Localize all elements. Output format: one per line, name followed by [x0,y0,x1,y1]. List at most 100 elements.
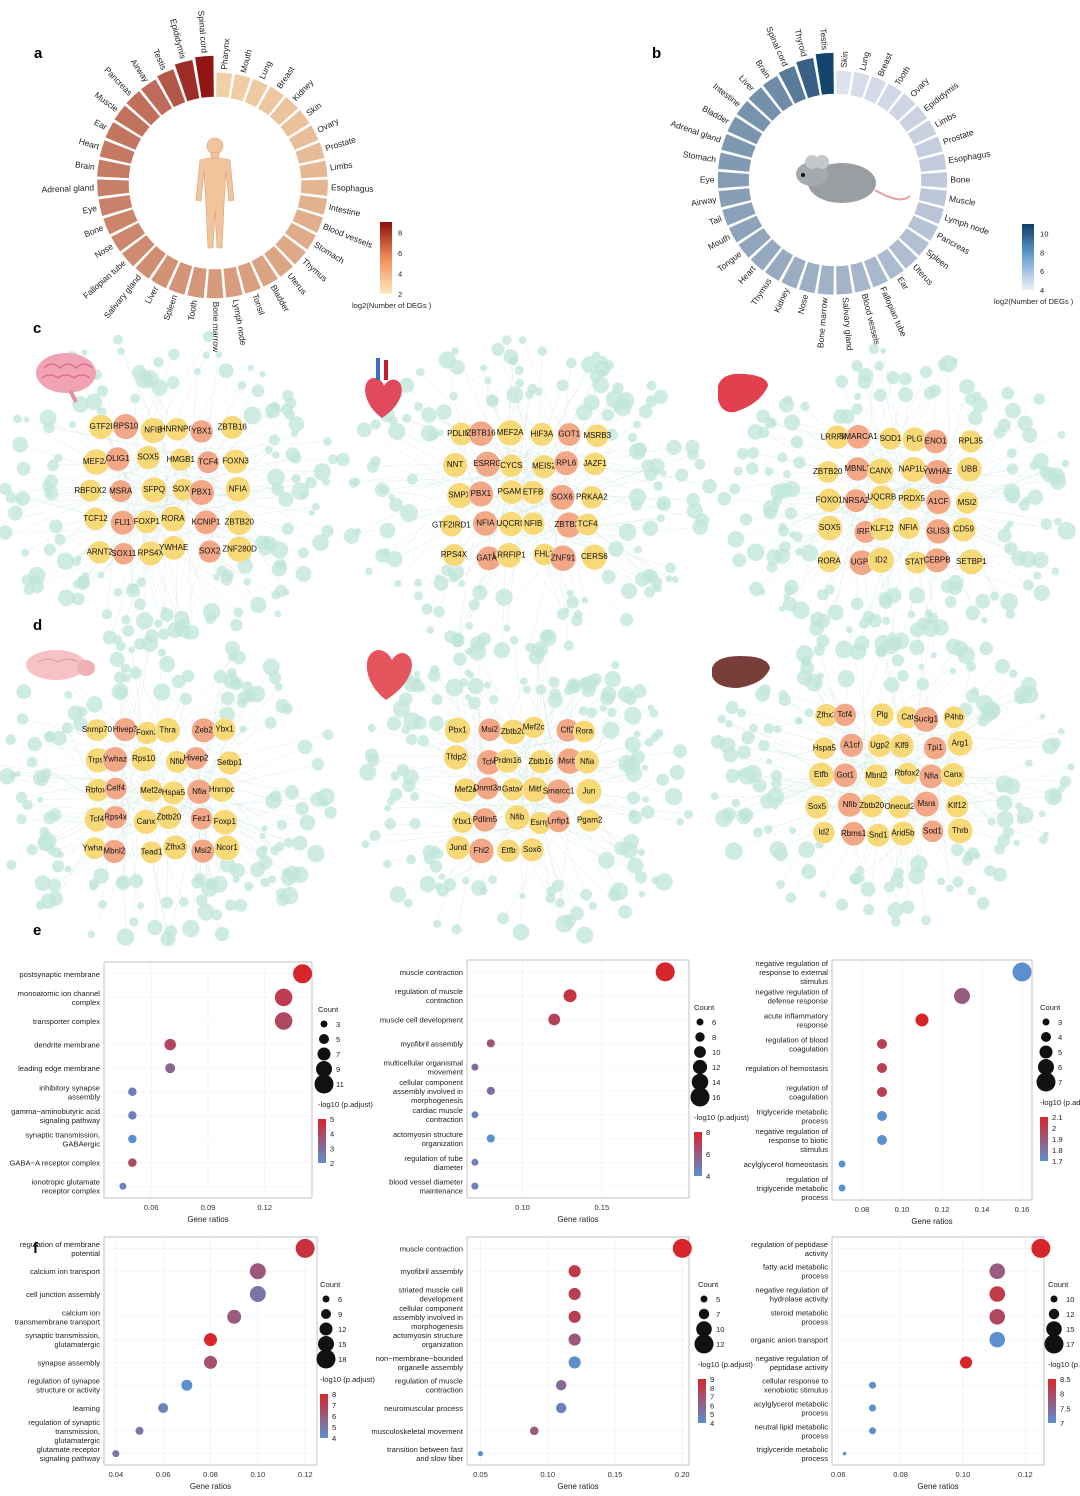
network-node-sox5 [804,794,830,820]
network-node-label: Pbx1 [448,725,467,734]
network-peripheral-node [402,413,412,424]
dot-acylglycerol-homeostasis [838,1160,846,1168]
term-label: triglyceride metabolic process [757,1445,829,1463]
network-peripheral-node [130,393,141,404]
network-peripheral-node [632,684,647,699]
radial-label-limbs: Limbs [329,160,353,173]
network-node-zbtb20 [816,460,840,484]
heart-icon [365,358,402,418]
term-label: actomyosin structure organization [393,1130,463,1148]
network-edge [536,657,561,797]
network-peripheral-node [101,608,113,620]
network-node-rpl6 [553,450,579,476]
network-edge [809,712,903,814]
network-peripheral-node [1022,579,1034,591]
network-edge [393,723,490,761]
network-peripheral-node [16,713,29,725]
network-peripheral-node [515,378,524,388]
network-node-nnt [442,452,468,478]
network-peripheral-node [370,419,381,430]
color-scale-tick: 8 [398,228,402,237]
term-label: regulation of muscle contraction [395,987,463,1005]
network-peripheral-node [763,723,775,734]
network-node-a1cf [925,489,952,515]
network-edge [200,506,316,522]
count-legend-title: Count [1040,1003,1061,1012]
term-label: negative regulation of hydrolase activity [755,1286,829,1304]
dot-neuromuscular-process [555,1402,567,1414]
network-peripheral-node [600,691,615,706]
network-edge [396,456,484,505]
network-peripheral-node [867,613,882,628]
radial-label-limbs: Limbs [933,110,958,130]
network-peripheral-node [996,810,1014,828]
network-edge [396,431,487,471]
network-peripheral-node [766,758,773,765]
count-legend-label: 10 [712,1048,720,1057]
network-peripheral-node [669,764,685,781]
network-node-jun [575,778,602,805]
network-peripheral-node [451,346,459,355]
network-peripheral-node [22,799,33,811]
network-node-got1 [832,762,858,788]
network-node-label: GTF2I [90,422,113,431]
network-peripheral-node [564,685,574,696]
panel-label-f: f [33,1240,39,1257]
term-label: fatty acid metabolic process [763,1263,828,1281]
network-peripheral-node [232,876,240,884]
network-node-label: Smarcc1 [543,787,575,796]
network-node-label: Jund [449,843,466,852]
radial-bar-tongue [737,227,772,259]
network-peripheral-node [873,388,887,402]
network-peripheral-node [195,894,208,907]
radial-label-bladder: Bladder [269,283,292,314]
x-tick-label: 0.08 [893,1470,908,1479]
network-edge [791,504,893,588]
network-edge [861,643,867,789]
x-tick-label: 0.10 [515,1203,530,1212]
panel-label-a: a [34,45,43,62]
network-edge [538,391,573,496]
plot-frame [831,959,1033,1201]
network-node-celf4 [104,777,128,800]
network-node-sox11 [112,542,135,566]
network-edge [177,762,300,844]
dot-cellular-component-assembly-involved-in-morphogenesis [486,1086,495,1095]
network-peripheral-node [193,368,201,376]
network-peripheral-node [298,547,309,559]
term-label: regulation of blood coagulation [766,1036,829,1054]
network-peripheral-node [792,601,810,620]
network-node-label: FOXP1 [134,517,161,526]
network-node-label: Ybx1 [453,817,472,826]
network-peripheral-node [14,770,21,777]
network-peripheral-node [389,787,403,801]
network-node-foxo1 [817,488,842,513]
radial-label-breast: Breast [875,51,894,78]
network-peripheral-node [576,926,594,944]
network-peripheral-node [414,676,421,684]
network-node-label: MEF2A [83,457,110,466]
network-node-hif3a [529,422,554,447]
network-peripheral-node [261,825,268,832]
network-peripheral-node [488,694,499,705]
network-peripheral-node [608,541,624,557]
network-node-mef2c [522,716,545,739]
dot-cellular-response-to-xenobiotic-stimulus [869,1381,877,1389]
count-legend-label: 5 [1058,1048,1062,1057]
network-edge [911,628,931,753]
dot-calcium-ion-transport [249,1263,266,1280]
color-legend-label: 4 [332,1434,336,1443]
network-node-label: Nfib [510,812,525,821]
term-label: acute inflammatory response [764,1012,828,1030]
term-label: regulation of muscle contraction [395,1377,463,1395]
radial-label-prostate: Prostate [324,134,357,153]
network-edge [891,684,903,742]
network-peripheral-node [36,772,48,784]
network-node-label: Pgam2 [577,816,603,825]
network-peripheral-node [1021,686,1039,704]
network-peripheral-node [168,348,180,360]
radial-label-bone-marrow: Bone marrow [815,296,829,348]
network-peripheral-node [897,670,909,682]
term-label: regulation of hemostasis [746,1064,829,1073]
